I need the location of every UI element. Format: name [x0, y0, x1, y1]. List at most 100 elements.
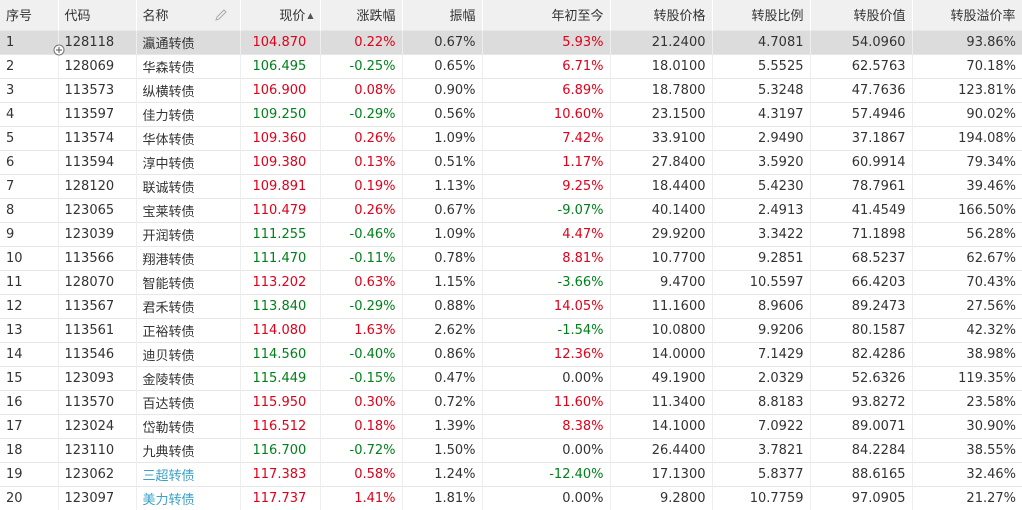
- table-row[interactable]: 4 113597 佳力转债 109.250 -0.29% 0.56% 10.60% 23.15…: [0, 101, 1022, 126]
- cell-conv-price: 11.3400: [609, 389, 712, 414]
- table-row[interactable]: 9 123039 开润转债 111.255 -0.46% 1.09% 4.47% 29.920…: [0, 221, 1022, 246]
- cell-code: 113546: [57, 341, 136, 366]
- cell-premium: 38.98%: [911, 341, 1022, 366]
- cell-ytd: 12.36%: [481, 341, 610, 366]
- cell-index: 13: [0, 317, 58, 342]
- header-row: 序号 代码 名称 现价 ▲ 涨跌幅 振幅 年初至今 转股价格 转股比例 转股价值 …: [0, 0, 1022, 30]
- cell-name: 迪贝转债: [135, 341, 240, 366]
- col-header-conv-price[interactable]: 转股价格: [610, 0, 713, 30]
- cell-change: 0.19%: [319, 173, 402, 198]
- cell-name: 岱勒转债: [135, 413, 240, 438]
- cell-conv-ratio: 5.4230: [711, 173, 810, 198]
- cell-amplitude: 0.67%: [401, 29, 482, 54]
- cell-conv-price: 10.7700: [609, 245, 712, 270]
- cell-change: -0.72%: [319, 437, 402, 462]
- cell-name: 智能转债: [135, 269, 240, 294]
- cell-change: 0.63%: [319, 269, 402, 294]
- cell-ytd: 1.17%: [481, 149, 610, 174]
- cell-ytd: 11.60%: [481, 389, 610, 414]
- pencil-icon[interactable]: [214, 8, 228, 22]
- cell-index: 1: [0, 29, 58, 54]
- table-row[interactable]: 11 128070 智能转债 113.202 0.63% 1.15% -3.66% 9.470…: [0, 269, 1022, 294]
- table-row[interactable]: 18 123110 九典转债 116.700 -0.72% 1.50% 0.00% 26.44…: [0, 437, 1022, 462]
- cell-conv-price: 21.2400: [609, 29, 712, 54]
- table-row[interactable]: 5 113574 华体转债 109.360 0.26% 1.09% 7.42% 33.9100…: [0, 125, 1022, 150]
- cell-change: 0.26%: [319, 197, 402, 222]
- table-row[interactable]: 3 113573 纵横转债 106.900 0.08% 0.90% 6.89% 18.7800…: [0, 77, 1022, 102]
- col-header-conv-value-label: 转股价值: [853, 9, 906, 25]
- cell-amplitude: 2.62%: [401, 317, 482, 342]
- cell-conv-value: 37.1867: [809, 125, 912, 150]
- col-header-index[interactable]: 序号: [0, 0, 59, 30]
- cell-change: 1.63%: [319, 317, 402, 342]
- cell-index: 20: [0, 485, 58, 510]
- table-row[interactable]: 15 123093 金陵转债 115.449 -0.15% 0.47% 0.00% 49.19…: [0, 365, 1022, 390]
- table-row[interactable]: 19 123062 三超转债 117.383 0.58% 1.24% -12.40% 17.1…: [0, 461, 1022, 486]
- col-header-price[interactable]: 现价 ▲: [240, 0, 321, 30]
- cell-code: 123093: [57, 365, 136, 390]
- cell-name: 淳中转债: [135, 149, 240, 174]
- table-row[interactable]: 13 113561 正裕转债 114.080 1.63% 2.62% -1.54% 10.08…: [0, 317, 1022, 342]
- cell-price: 117.383: [239, 461, 320, 486]
- cell-ytd: 7.42%: [481, 125, 610, 150]
- cell-change: -0.15%: [319, 365, 402, 390]
- table-row[interactable]: 7 128120 联诚转债 109.891 0.19% 1.13% 9.25% 18.4400…: [0, 173, 1022, 198]
- table-row[interactable]: 14 113546 迪贝转债 114.560 -0.40% 0.86% 12.36% 14.0…: [0, 341, 1022, 366]
- col-header-amplitude-label: 振幅: [449, 9, 476, 25]
- cell-amplitude: 0.67%: [401, 197, 482, 222]
- cell-name: 瀛通转债: [135, 29, 240, 54]
- cell-conv-value: 57.4946: [809, 101, 912, 126]
- cell-premium: 166.50%: [911, 197, 1022, 222]
- table-row[interactable]: 1 128118 瀛通转债 104.870 0.22% 0.67% 5.93% 21.2400…: [0, 29, 1022, 54]
- cell-ytd: 5.93%: [481, 29, 610, 54]
- cell-amplitude: 1.13%: [401, 173, 482, 198]
- cell-conv-value: 66.4203: [809, 269, 912, 294]
- col-header-code[interactable]: 代码: [58, 0, 137, 30]
- cell-conv-value: 71.1898: [809, 221, 912, 246]
- table-row[interactable]: 12 113567 君禾转债 113.840 -0.29% 0.88% 14.05% 11.1…: [0, 293, 1022, 318]
- cell-conv-value: 97.0905: [809, 485, 912, 510]
- cell-conv-ratio: 4.3197: [711, 101, 810, 126]
- cell-conv-price: 26.4400: [609, 437, 712, 462]
- col-header-ytd[interactable]: 年初至今: [482, 0, 611, 30]
- cell-index: 4: [0, 101, 58, 126]
- cell-conv-value: 84.2284: [809, 437, 912, 462]
- cell-price: 111.255: [239, 221, 320, 246]
- table-row[interactable]: 6 113594 淳中转债 109.380 0.13% 0.51% 1.17% 27.8400…: [0, 149, 1022, 174]
- col-header-name[interactable]: 名称: [136, 0, 241, 30]
- cell-price: 109.380: [239, 149, 320, 174]
- cell-premium: 38.55%: [911, 437, 1022, 462]
- cell-code: 113570: [57, 389, 136, 414]
- cell-index: 11: [0, 269, 58, 294]
- cell-price: 117.737: [239, 485, 320, 510]
- cell-premium: 39.46%: [911, 173, 1022, 198]
- cell-premium: 32.46%: [911, 461, 1022, 486]
- col-header-change[interactable]: 涨跌幅: [320, 0, 403, 30]
- sort-asc-icon: ▲: [307, 11, 314, 21]
- cell-code: 128118: [57, 29, 136, 54]
- cell-name: 纵横转债: [135, 77, 240, 102]
- table-row[interactable]: 16 113570 百达转债 115.950 0.30% 0.72% 11.60% 11.34…: [0, 389, 1022, 414]
- col-header-conv-ratio[interactable]: 转股比例: [712, 0, 811, 30]
- table-row[interactable]: 10 113566 翔港转债 111.470 -0.11% 0.78% 8.81% 10.77…: [0, 245, 1022, 270]
- col-header-premium[interactable]: 转股溢价率: [912, 0, 1022, 30]
- cell-price: 114.080: [239, 317, 320, 342]
- cell-name: 三超转债: [135, 461, 240, 486]
- add-circle-icon[interactable]: [53, 44, 65, 56]
- cell-index: 7: [0, 173, 58, 198]
- cell-premium: 93.86%: [911, 29, 1022, 54]
- cell-index: 15: [0, 365, 58, 390]
- col-header-conv-value[interactable]: 转股价值: [810, 0, 913, 30]
- cell-conv-ratio: 7.0922: [711, 413, 810, 438]
- table-row[interactable]: 17 123024 岱勒转债 116.512 0.18% 1.39% 8.38% 14.100…: [0, 413, 1022, 438]
- table-row[interactable]: 20 123097 美力转债 117.737 1.41% 1.81% 0.00% 9.2800…: [0, 485, 1022, 510]
- cell-conv-ratio: 10.7759: [711, 485, 810, 510]
- col-header-amplitude[interactable]: 振幅: [402, 0, 483, 30]
- table-row[interactable]: 8 123065 宝莱转债 110.479 0.26% 0.67% -9.07% 40.140…: [0, 197, 1022, 222]
- cell-code: 113573: [57, 77, 136, 102]
- cell-amplitude: 1.24%: [401, 461, 482, 486]
- table-row[interactable]: 2 128069 华森转债 106.495 -0.25% 0.65% 6.71% 18.010…: [0, 53, 1022, 78]
- cell-code: 113566: [57, 245, 136, 270]
- cell-amplitude: 1.15%: [401, 269, 482, 294]
- cell-code: 123039: [57, 221, 136, 246]
